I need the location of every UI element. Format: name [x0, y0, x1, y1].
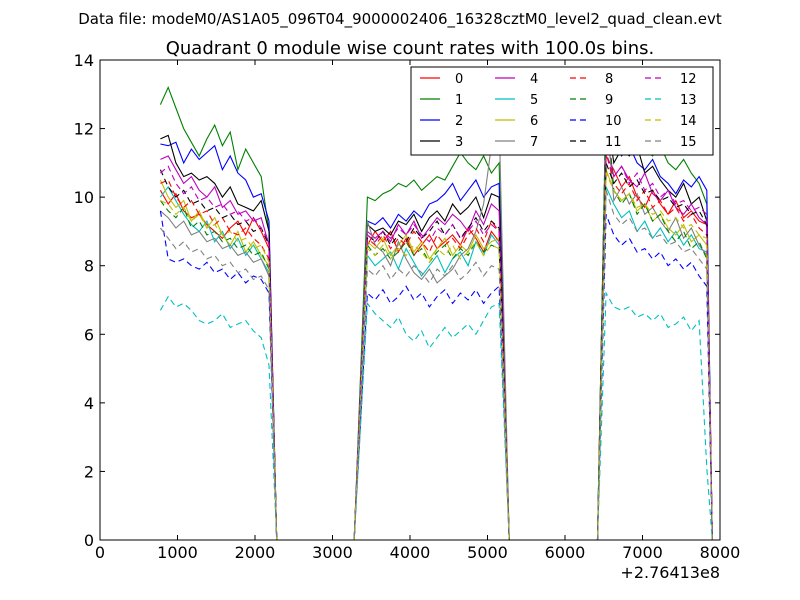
x-tick-label: 5000	[467, 543, 508, 562]
legend-label-7: 7	[530, 135, 538, 150]
series-line-4	[160, 135, 713, 541]
y-tick-label: 0	[84, 531, 94, 550]
legend-label-12: 12	[680, 72, 697, 87]
legend-label-2: 2	[455, 114, 463, 129]
legend-label-6: 6	[530, 114, 538, 129]
series-lines	[159, 85, 713, 541]
x-tick-label: 7000	[622, 543, 663, 562]
legend-label-5: 5	[530, 93, 538, 108]
y-tick-label: 14	[74, 51, 94, 70]
y-tick-label: 4	[84, 394, 94, 413]
y-tick-label: 12	[74, 120, 94, 139]
x-tick-label: 1000	[157, 543, 198, 562]
x-offset-label: +2.76413e8	[620, 563, 720, 582]
legend-label-15: 15	[680, 135, 697, 150]
x-tick-label: 6000	[545, 543, 586, 562]
series-line-0	[159, 153, 713, 541]
legend-label-10: 10	[605, 114, 622, 129]
x-tick-label: 2000	[235, 543, 276, 562]
series-line-14	[160, 172, 713, 541]
series-line-6	[159, 169, 713, 541]
x-tick-label: 8000	[700, 543, 741, 562]
chart-suptitle: Data file: modeM0/AS1A05_096T04_90000024…	[78, 10, 722, 29]
x-tick-label: 3000	[312, 543, 353, 562]
legend-label-0: 0	[455, 72, 463, 87]
series-line-9	[159, 94, 713, 541]
legend-label-4: 4	[530, 72, 538, 87]
legend-label-8: 8	[605, 72, 613, 87]
legend-label-3: 3	[455, 135, 463, 150]
series-line-7	[160, 107, 713, 541]
legend-label-14: 14	[680, 114, 697, 129]
legend-box	[410, 66, 714, 156]
x-tick-label: 4000	[390, 543, 431, 562]
y-tick-label: 2	[84, 462, 94, 481]
legend-label-11: 11	[605, 135, 622, 150]
series-line-12	[160, 152, 713, 541]
y-tick-label: 10	[74, 188, 94, 207]
series-line-15	[159, 190, 713, 541]
axes: 0 1000 2000 3000 4000 5000 6000 7000 80000246810…	[74, 51, 741, 562]
series-line-10	[159, 210, 713, 541]
series-line-8	[160, 152, 713, 541]
series-line-3	[160, 107, 713, 541]
series-line-13	[159, 291, 713, 541]
legend-label-13: 13	[680, 93, 697, 108]
legend-label-1: 1	[455, 93, 463, 108]
chart-title: Quadrant 0 module wise count rates with …	[166, 38, 655, 59]
y-tick-label: 8	[84, 257, 94, 276]
y-tick-label: 6	[84, 325, 94, 344]
legend-label-9: 9	[605, 93, 613, 108]
x-tick-label: 0	[95, 543, 105, 562]
series-line-11	[159, 162, 713, 541]
series-line-2	[160, 111, 713, 541]
